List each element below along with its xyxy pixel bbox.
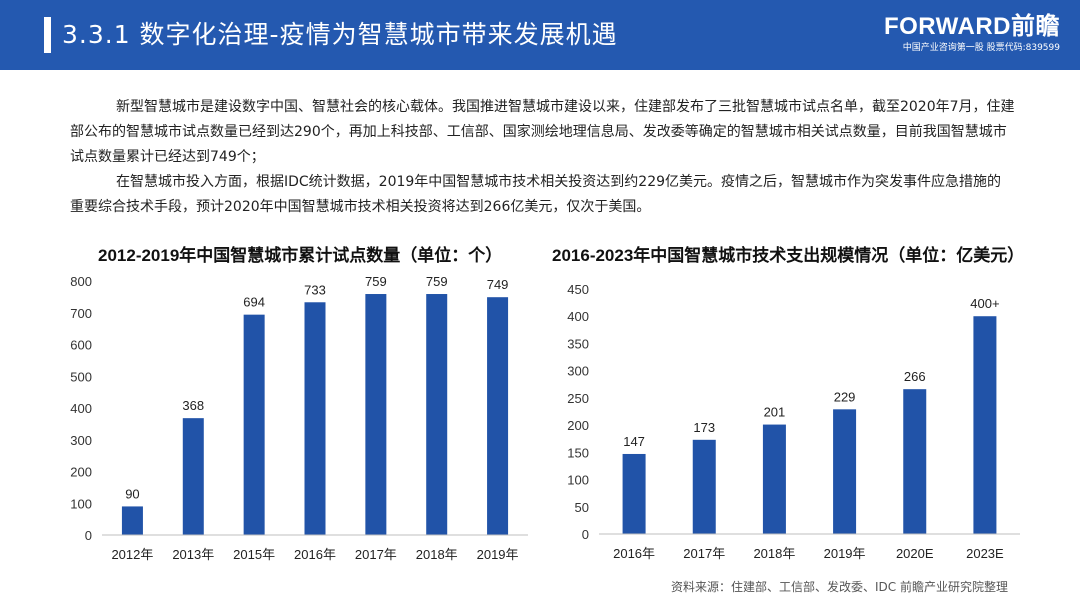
chart-2-data-label: 400+ — [970, 296, 999, 311]
chart-1-bar — [182, 418, 204, 535]
paragraph-2: 在智慧城市投入方面，根据IDC统计数据，2019年中国智慧城市技术相关投资达到约… — [70, 174, 1002, 215]
chart-1-y-tick-label: 0 — [85, 528, 92, 543]
chart-1-data-label: 759 — [365, 274, 387, 289]
chart-2-y-tick-label: 50 — [575, 500, 589, 515]
chart-2-title: 2016-2023年中国智慧城市技术支出规模情况（单位：亿美元） — [552, 246, 1025, 265]
chart-1-bar — [426, 294, 448, 535]
chart-2-y-tick-label: 150 — [567, 445, 589, 460]
chart-1-y-tick-label: 200 — [70, 465, 92, 480]
chart-1-bar — [243, 314, 265, 535]
chart-1-y-tick-label: 800 — [70, 274, 92, 289]
chart-2-data-label: 266 — [904, 369, 926, 384]
chart-1-x-tick-label: 2017年 — [355, 547, 397, 562]
chart-2: 0 50 100 150 200 250 300 350 400 450 147 2016年 173 20… — [567, 282, 1020, 561]
chart-1-x-tick-label: 2018年 — [416, 547, 458, 562]
chart-2-bar — [903, 389, 927, 534]
chart-1-data-label: 733 — [304, 282, 326, 297]
chart-1-data-label: 368 — [182, 398, 204, 413]
chart-2-y-tick-label: 0 — [582, 527, 589, 542]
chart-2-x-tick-label: 2016年 — [613, 546, 655, 561]
chart-2-bar — [622, 453, 646, 534]
chart-1-data-label: 759 — [426, 274, 448, 289]
chart-2-y-tick-label: 300 — [567, 364, 589, 379]
chart-2-bar — [973, 316, 997, 534]
chart-1-x-tick-label: 2015年 — [233, 547, 275, 562]
chart-1-y-tick-label: 400 — [70, 401, 92, 416]
chart-2-y-tick-label: 400 — [567, 309, 589, 324]
chart-2-y-tick-label: 450 — [567, 282, 589, 297]
header-accent-bar — [44, 17, 51, 53]
chart-1-bar — [487, 297, 509, 535]
chart-1-data-label: 90 — [125, 486, 139, 501]
chart-1-x-tick-label: 2016年 — [294, 547, 336, 562]
paragraph-1: 新型智慧城市是建设数字中国、智慧社会的核心载体。我国推进智慧城市建设以来，住建部… — [70, 99, 1015, 165]
chart-2-y-tick-label: 350 — [567, 336, 589, 351]
chart-2-x-tick-label: 2020E — [896, 546, 934, 561]
forward-logo: FORWARD前瞻 中国产业咨询第一股 股票代码:839599 — [884, 14, 1060, 54]
chart-1-y-tick-label: 700 — [70, 306, 92, 321]
chart-2-x-tick-label: 2018年 — [753, 546, 795, 561]
chart-1: 0 100 200 300 400 500 600 700 800 90 2012年 368 2013年… — [70, 274, 528, 562]
chart-2-x-tick-label: 2019年 — [824, 546, 866, 561]
chart-2-bar — [833, 409, 857, 534]
chart-1-title: 2012-2019年中国智慧城市累计试点数量（单位：个） — [98, 246, 503, 265]
chart-2-bar — [692, 439, 716, 534]
chart-1-y-tick-label: 100 — [70, 496, 92, 511]
chart-1-data-label: 694 — [243, 295, 265, 310]
chart-1-y-tick-label: 600 — [70, 338, 92, 353]
chart-1-bar — [304, 302, 326, 535]
chart-1-bar — [365, 294, 387, 535]
logo-text: FORWARD前瞻 — [883, 13, 1060, 40]
page-title: 3.3.1 数字化治理-疫情为智慧城市带来发展机遇 — [62, 20, 618, 49]
chart-2-data-label: 173 — [693, 420, 715, 435]
chart-2-y-tick-label: 250 — [567, 391, 589, 406]
chart-2-x-tick-label: 2023E — [966, 546, 1004, 561]
chart-1-x-tick-label: 2019年 — [477, 547, 519, 562]
chart-1-x-tick-label: 2013年 — [172, 547, 214, 562]
chart-1-x-tick-label: 2012年 — [111, 547, 153, 562]
chart-1-y-tick-label: 500 — [70, 369, 92, 384]
chart-2-data-label: 201 — [764, 405, 786, 420]
chart-1-y-tick-label: 300 — [70, 433, 92, 448]
header-bar: 3.3.1 数字化治理-疫情为智慧城市带来发展机遇 FORWARD前瞻 中国产业… — [0, 0, 1080, 70]
logo-tagline: 中国产业咨询第一股 股票代码:839599 — [902, 43, 1060, 53]
chart-2-y-tick-label: 200 — [567, 418, 589, 433]
chart-1-data-label: 749 — [487, 277, 509, 292]
chart-2-x-tick-label: 2017年 — [683, 546, 725, 561]
source-note: 资料来源：住建部、工信部、发改委、IDC 前瞻产业研究院整理 — [671, 580, 1008, 594]
chart-2-y-tick-label: 100 — [567, 473, 589, 488]
body-text: 新型智慧城市是建设数字中国、智慧社会的核心载体。我国推进智慧城市建设以来，住建部… — [70, 95, 1015, 220]
chart-2-data-label: 147 — [623, 434, 645, 449]
chart-2-bar — [762, 424, 786, 534]
chart-2-data-label: 229 — [834, 389, 856, 404]
chart-1-bar — [121, 506, 143, 535]
